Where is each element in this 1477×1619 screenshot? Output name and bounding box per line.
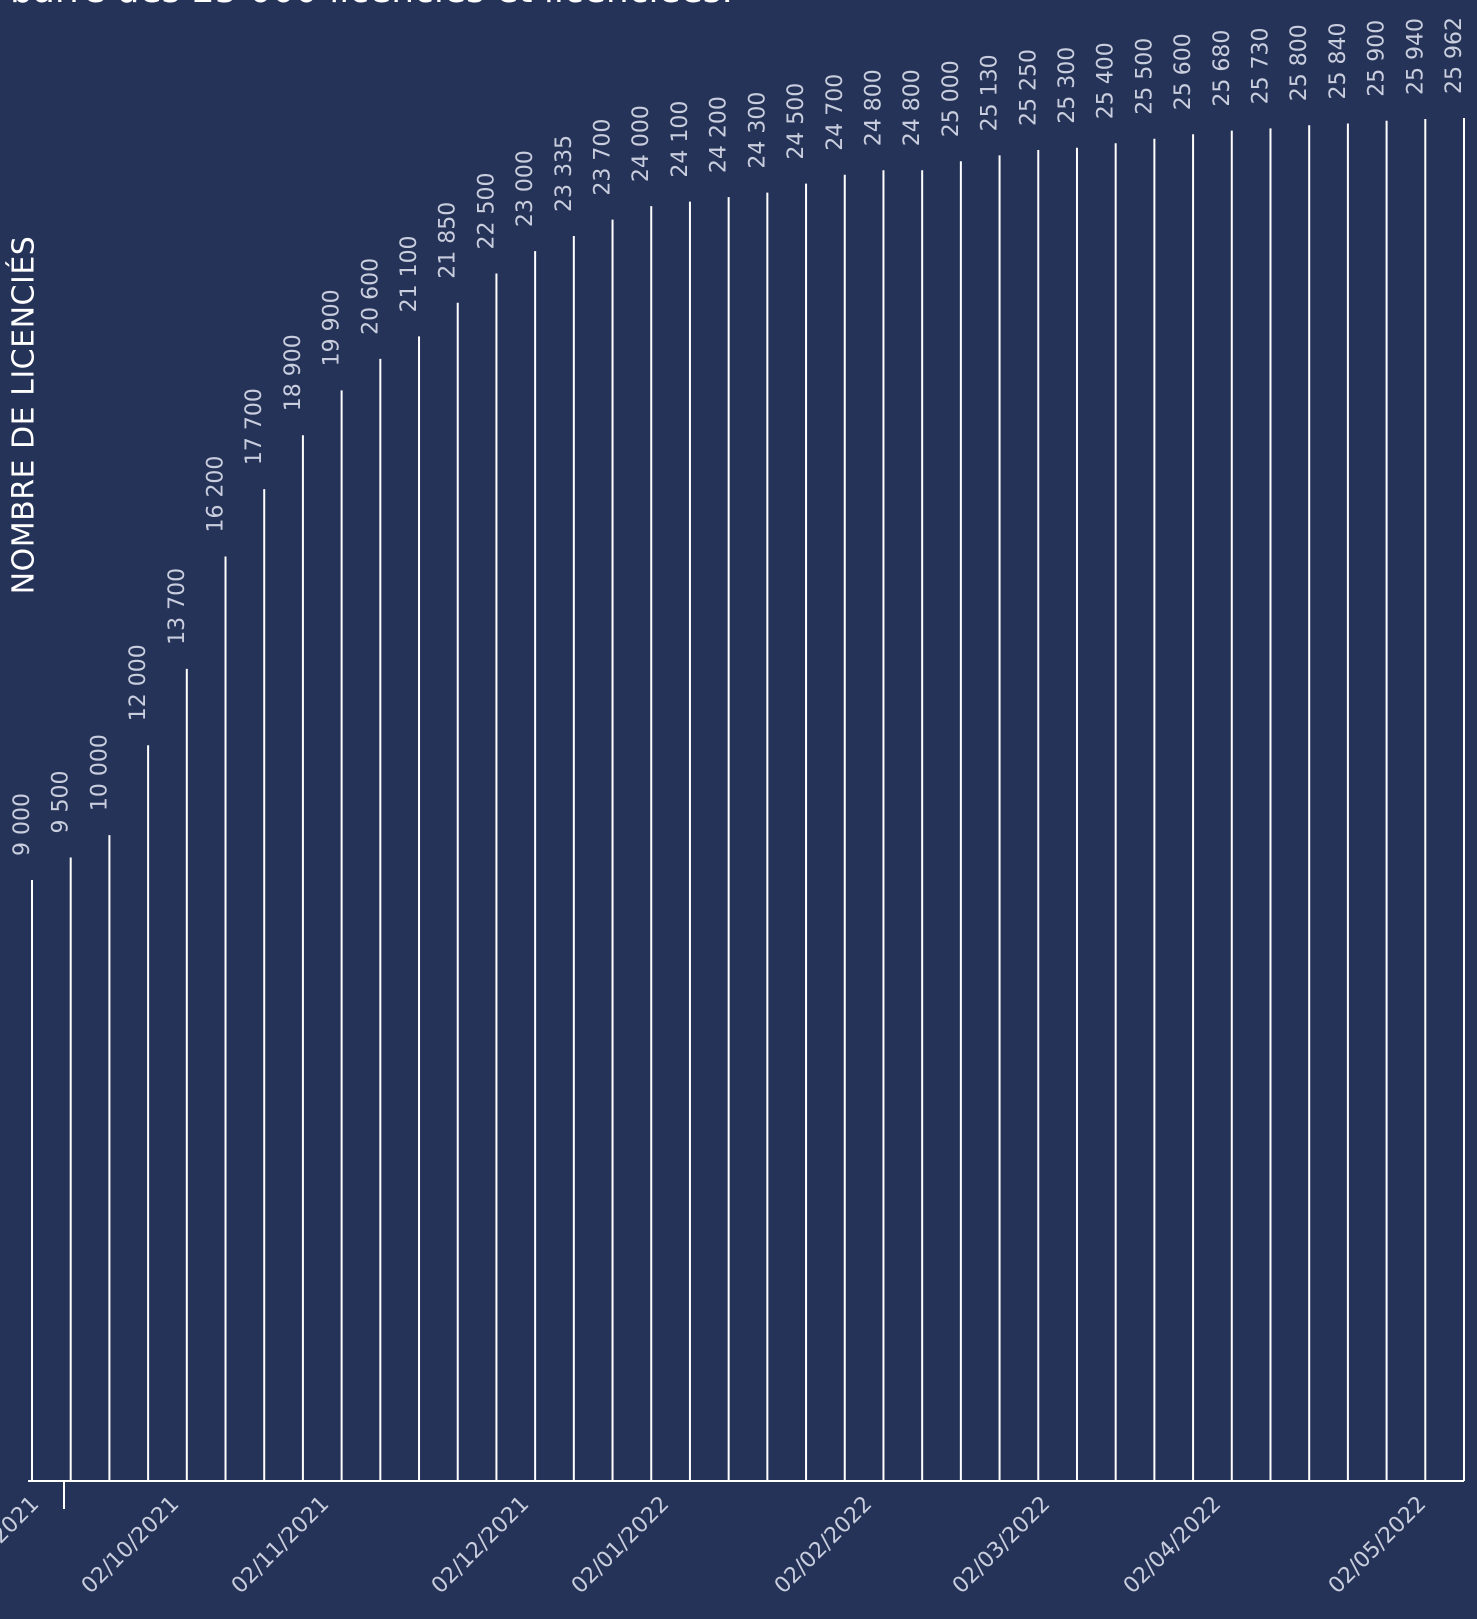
value-label: 25 000 — [939, 60, 964, 137]
value-label: 23 000 — [513, 150, 538, 227]
value-label: 22 500 — [474, 173, 499, 250]
value-label: 12 000 — [126, 644, 151, 721]
value-label: 23 700 — [591, 119, 616, 196]
value-label: 25 730 — [1248, 27, 1273, 104]
value-label: 24 500 — [784, 83, 809, 160]
value-label: 9 000 — [10, 793, 35, 856]
value-label: 9 500 — [49, 771, 74, 834]
value-label: 25 900 — [1365, 20, 1390, 97]
value-label: 24 000 — [629, 105, 654, 182]
x-tick-label: 02/12/2021 — [427, 1492, 534, 1599]
value-label: 25 940 — [1403, 18, 1428, 95]
x-tick-label: 02/01/2022 — [567, 1492, 674, 1599]
value-label: 21 100 — [397, 235, 422, 312]
value-label: 25 500 — [1132, 38, 1157, 115]
value-label: 25 800 — [1287, 24, 1312, 101]
value-label: 24 100 — [668, 101, 693, 178]
x-tick-label: 02/10/2021 — [77, 1492, 184, 1599]
value-label: 24 200 — [707, 96, 732, 173]
value-label: 24 800 — [900, 69, 925, 146]
value-label: 20 600 — [358, 258, 383, 335]
value-label: 25 600 — [1171, 33, 1196, 110]
value-label: 17 700 — [242, 388, 267, 465]
value-label: 13 700 — [165, 568, 190, 645]
value-label: 24 800 — [861, 69, 886, 146]
x-tick-label: 02/02/2022 — [770, 1492, 877, 1599]
value-label: 25 130 — [978, 54, 1003, 131]
header-text: barre des 25 000 licenciés et licenciées… — [10, 0, 733, 11]
value-label: 21 850 — [436, 202, 461, 279]
value-label: 18 900 — [281, 334, 306, 411]
value-label: 25 840 — [1326, 22, 1351, 99]
x-tick-label: 02/11/2021 — [227, 1492, 334, 1599]
value-label: 25 300 — [1055, 47, 1080, 124]
x-tick-label: 02/03/2022 — [948, 1492, 1055, 1599]
x-tick-label: 02/04/2022 — [1119, 1492, 1226, 1599]
value-label: 25 962 — [1442, 17, 1467, 94]
value-labels-group: 9 000 9 500 10 000 12 000 13 700 16 200 17 700… — [10, 17, 1467, 856]
value-label: 23 335 — [552, 135, 577, 212]
value-label: 10 000 — [87, 734, 112, 811]
value-label: 16 200 — [204, 456, 229, 533]
x-tick-label: 02/05/2022 — [1324, 1492, 1431, 1599]
value-label: 25 400 — [1094, 42, 1119, 119]
stems-group — [31, 118, 1465, 1481]
value-label: 25 250 — [1016, 49, 1041, 126]
value-label: 24 700 — [823, 74, 848, 151]
x-tick-labels-group: /2021 02/10/2021 02/11/2021 02/12/2021 02/01… — [0, 1492, 1431, 1599]
x-tick-label: /2021 — [0, 1492, 44, 1555]
value-label: 25 680 — [1210, 30, 1235, 107]
value-label: 24 300 — [745, 92, 770, 169]
value-label: 19 900 — [320, 289, 345, 366]
